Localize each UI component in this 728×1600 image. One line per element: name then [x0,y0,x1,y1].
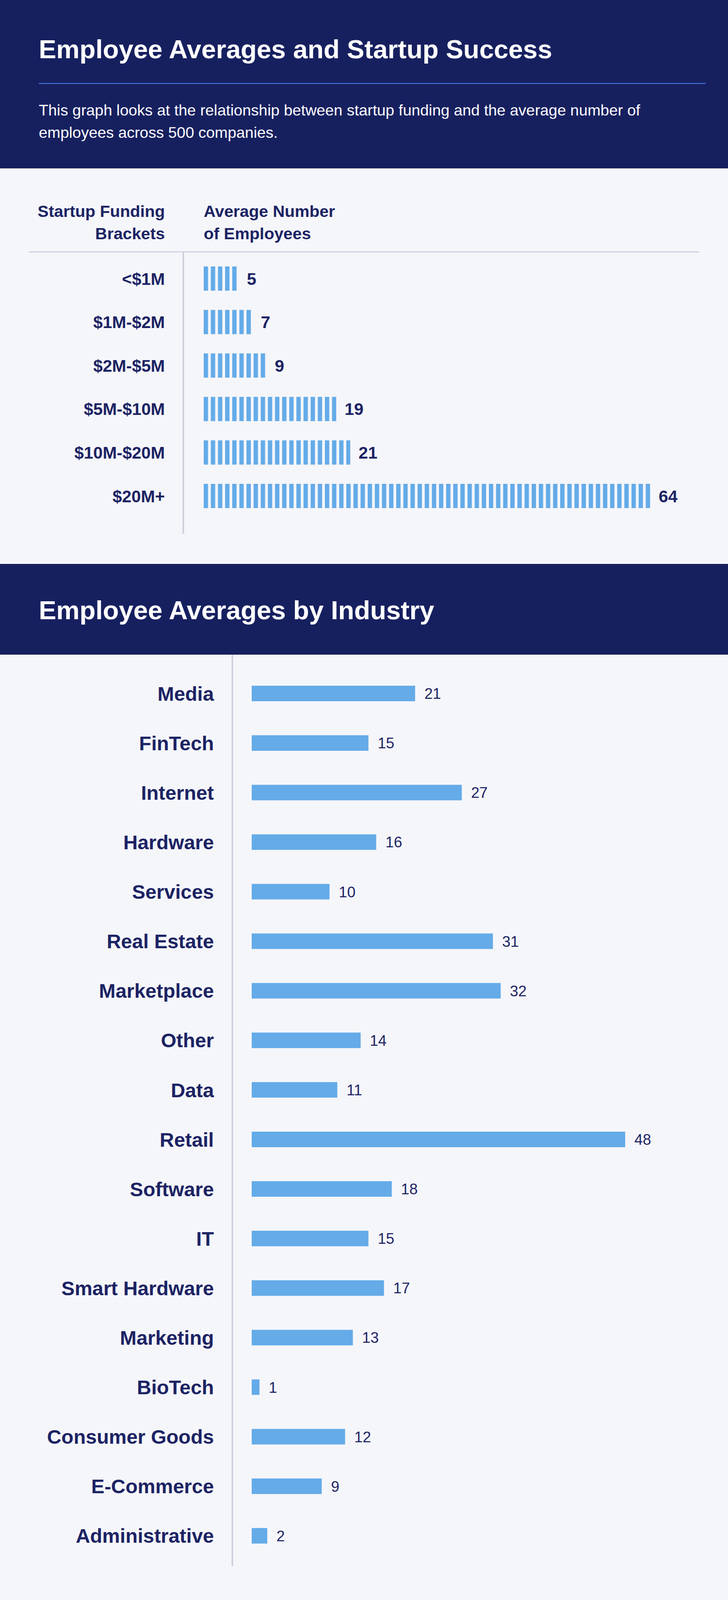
category-label: Software [129,1177,214,1200]
data-label: 15 [377,1229,395,1247]
data-label: 19 [344,399,364,419]
category-label: Administrative [75,1523,214,1547]
category-label: Consumer Goods [47,1424,214,1448]
data-label: 11 [346,1081,362,1099]
data-label: 9 [275,355,285,375]
category-label: FinTech [139,731,214,755]
data-label: 5 [246,269,257,289]
data-label: 2 [276,1526,285,1544]
data-label: 7 [260,312,271,332]
category-label: $10M-$20M [74,442,165,462]
category-label: Marketplace [98,979,214,1002]
bars [203,266,651,508]
data-label: 17 [393,1278,410,1296]
bar [251,1032,361,1048]
bar [251,1279,385,1295]
bar [251,1229,369,1246]
bar [251,883,330,899]
data-label: 27 [470,783,488,801]
category-label: Media [157,682,215,705]
bar [203,266,239,291]
category-label: $5M-$10M [83,399,165,419]
data-label: 9 [330,1477,340,1495]
bar [251,784,462,800]
category-label: Services [131,880,214,903]
category-label: Data [170,1078,215,1101]
category-label: Internet [141,781,215,804]
bar [251,734,369,751]
header-band [0,0,728,169]
category-label: <$1M [121,269,165,289]
title: Employee Averages by Industry [38,595,435,625]
bar [203,483,651,508]
category-label: Real Estate [106,929,214,953]
data-label: 13 [362,1328,379,1346]
title: Employee Averages and Startup Success [38,34,552,64]
data-label: 14 [370,1031,387,1049]
axis-line [182,251,185,534]
bar [251,1180,392,1197]
x-axis-label: Average Number of Employees [203,199,345,245]
bar [203,439,351,465]
data-label: 21 [358,442,378,462]
bar [203,396,337,421]
data-label: 32 [509,982,527,1000]
bar [251,1081,338,1098]
bar [251,685,416,701]
page: Employee Averages and Startup Success <$1… [0,0,728,1600]
data-label: 1 [268,1378,277,1396]
bar [251,933,493,949]
category-label: Other [161,1028,214,1052]
category-label: $20M+ [112,486,165,506]
bar [251,982,501,999]
category-label: Retail [159,1128,214,1151]
data-label: 16 [385,833,403,851]
y-axis-label: Startup Funding Brackets [19,199,165,245]
subtitle: This graph looks at the relationship bet… [38,98,699,144]
bar [251,833,377,850]
bar [251,1328,354,1345]
data-label: 12 [354,1427,372,1445]
category-label: E-Commerce [91,1474,214,1497]
data-label: 18 [401,1180,418,1198]
data-label: 21 [424,684,441,702]
category-label: Smart Hardware [61,1276,214,1299]
data-label: 64 [658,486,678,506]
category-label: Marketing [119,1326,214,1349]
bar [251,1428,346,1444]
category-label: $2M-$5M [93,355,165,375]
data-label: 10 [338,883,356,901]
category-label: Hardware [123,830,214,854]
header-band [0,563,728,655]
bar [251,1378,260,1394]
bar [203,353,267,378]
bar [203,309,253,335]
category-label: BioTech [136,1375,214,1398]
axis-line [231,654,234,1566]
data-label: 15 [377,734,395,752]
bars [251,685,626,1543]
bar [251,1131,626,1147]
title-divider [38,82,706,84]
category-label: IT [196,1227,214,1250]
data-label: 31 [501,932,519,950]
category-label: $1M-$2M [93,312,165,332]
bar [251,1477,322,1494]
bar [251,1527,268,1543]
header-rule [28,251,700,253]
data-label: 48 [634,1130,651,1148]
